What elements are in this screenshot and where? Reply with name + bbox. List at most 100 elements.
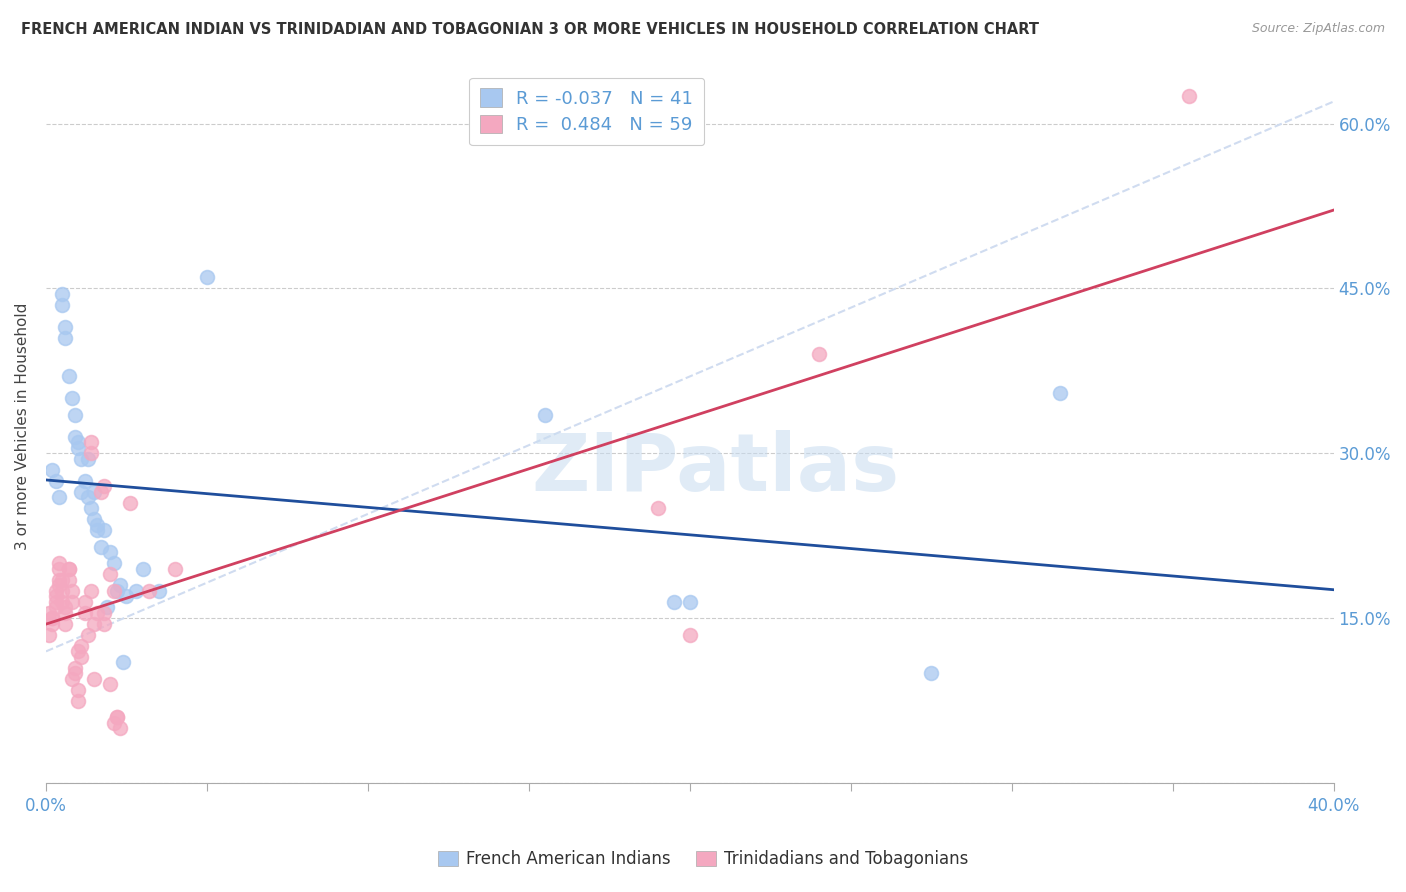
Point (83, 512, 105, 526)
Point (60, 672, 83, 686)
Point (67, 644, 90, 658)
Point (53, 600, 76, 615)
Text: Source: ZipAtlas.com: Source: ZipAtlas.com (1251, 22, 1385, 36)
Point (86, 517, 108, 532)
Point (53, 606, 76, 620)
Point (63, 666, 86, 681)
Point (63, 661, 86, 675)
Point (51, 595, 73, 609)
Point (93, 479, 115, 493)
Point (93, 616, 115, 631)
Point (45, 590, 67, 604)
Point (662, 595, 685, 609)
Point (98, 545, 121, 559)
Legend: R = -0.037   N = 41, R =  0.484   N = 59: R = -0.037 N = 41, R = 0.484 N = 59 (470, 78, 704, 145)
Point (90, 484, 112, 499)
Point (70, 649, 93, 664)
Point (148, 583, 170, 598)
Point (53, 331, 76, 345)
Point (51, 583, 73, 598)
Point (45, 583, 67, 598)
Point (38, 628, 60, 642)
Point (1178, 89, 1201, 103)
Point (807, 347, 830, 361)
Point (534, 408, 557, 422)
Text: FRENCH AMERICAN INDIAN VS TRINIDADIAN AND TOBAGONIAN 3 OR MORE VEHICLES IN HOUSE: FRENCH AMERICAN INDIAN VS TRINIDADIAN AN… (21, 22, 1039, 37)
Point (67, 435, 90, 450)
Point (647, 501, 669, 516)
Point (115, 590, 138, 604)
Point (45, 600, 67, 615)
Point (58, 573, 80, 587)
Point (48, 578, 70, 592)
Legend: French American Indians, Trinidadians and Tobagonians: French American Indians, Trinidadians an… (432, 844, 974, 875)
Point (60, 583, 83, 598)
Point (70, 639, 93, 653)
Point (53, 320, 76, 334)
Point (138, 583, 160, 598)
Point (76, 491, 98, 505)
Point (67, 441, 90, 455)
Point (48, 491, 70, 505)
Point (86, 606, 108, 620)
Point (679, 628, 702, 642)
Point (131, 562, 153, 576)
Point (41, 616, 63, 631)
Point (1049, 386, 1071, 401)
Point (58, 562, 80, 576)
Point (83, 484, 105, 499)
Point (105, 710, 128, 724)
Point (51, 287, 73, 301)
Point (48, 573, 70, 587)
Point (90, 540, 112, 554)
Point (38, 606, 60, 620)
Point (41, 463, 63, 477)
Point (45, 474, 67, 488)
Point (98, 567, 121, 582)
Point (51, 573, 73, 587)
Point (51, 298, 73, 312)
Point (80, 583, 103, 598)
Point (195, 270, 218, 285)
Point (83, 672, 105, 686)
Point (93, 524, 115, 538)
Point (70, 452, 93, 467)
Point (103, 557, 125, 571)
Point (73, 595, 96, 609)
Y-axis label: 3 or more Vehicles in Household: 3 or more Vehicles in Household (15, 302, 30, 549)
Point (41, 611, 63, 625)
Point (96, 600, 118, 615)
Point (58, 562, 80, 576)
Point (105, 710, 128, 724)
Point (98, 677, 121, 691)
Point (80, 501, 103, 516)
Point (108, 578, 131, 592)
Point (60, 392, 83, 406)
Point (125, 583, 148, 598)
Point (70, 484, 93, 499)
Point (67, 682, 90, 697)
Point (920, 666, 942, 681)
Point (63, 408, 86, 422)
Point (80, 446, 103, 460)
Point (679, 595, 702, 609)
Point (86, 524, 108, 538)
Point (83, 616, 105, 631)
Point (60, 595, 83, 609)
Point (73, 606, 96, 620)
Point (41, 611, 63, 625)
Point (63, 430, 86, 444)
Point (118, 496, 141, 510)
Point (48, 562, 70, 576)
Point (58, 369, 80, 384)
Text: ZIPatlas: ZIPatlas (531, 430, 900, 508)
Point (112, 656, 135, 670)
Point (103, 715, 125, 730)
Point (105, 583, 128, 598)
Point (67, 694, 90, 708)
Point (53, 616, 76, 631)
Point (76, 452, 98, 467)
Point (45, 595, 67, 609)
Point (93, 606, 115, 620)
Point (163, 562, 186, 576)
